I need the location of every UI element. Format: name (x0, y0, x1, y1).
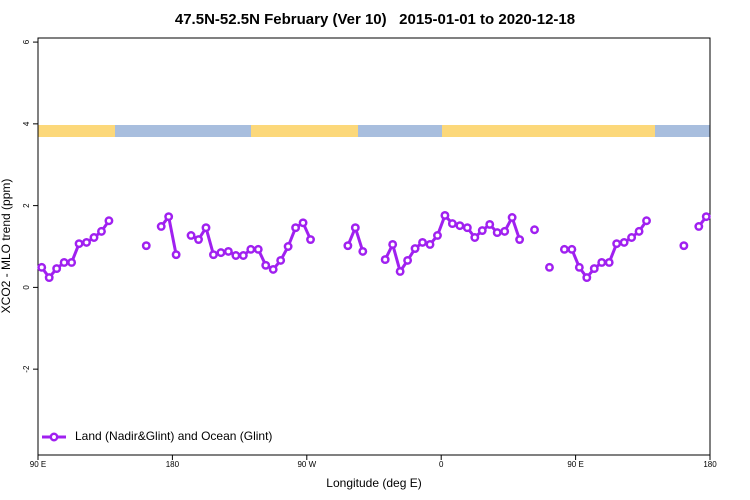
data-point (171, 250, 181, 260)
data-point (589, 264, 599, 274)
data-point (597, 257, 607, 267)
data-point (447, 219, 457, 229)
data-point (694, 222, 704, 231)
data-point (283, 242, 293, 251)
data-point (627, 233, 637, 242)
data-point (52, 264, 62, 274)
data-point (44, 273, 54, 283)
data-point (612, 239, 622, 249)
x-tick-label: 90 E (567, 460, 583, 469)
data-point (701, 212, 711, 222)
data-point (358, 246, 368, 256)
y-axis-label: XCO2 - MLO trend (ppm) (0, 179, 13, 314)
data-point (455, 221, 465, 231)
data-point (388, 240, 398, 249)
surface-band (38, 125, 710, 137)
data-point (141, 241, 151, 251)
x-axis-label: Longitude (deg E) (326, 476, 421, 490)
data-point (567, 244, 577, 254)
data-point (223, 246, 233, 256)
ocean-band (358, 125, 442, 137)
legend-marker (49, 432, 59, 442)
data-point (492, 228, 502, 238)
data-point (238, 251, 248, 260)
data-point (619, 237, 629, 247)
ocean-band (655, 125, 710, 137)
data-point (253, 244, 263, 254)
data-point (276, 255, 286, 265)
data-point (477, 226, 487, 236)
data-point (530, 225, 539, 235)
data-point (37, 262, 47, 272)
data-point (97, 226, 106, 236)
series-line (40, 212, 708, 281)
data-point (246, 244, 256, 254)
data-point (380, 255, 390, 265)
data-point (582, 273, 592, 283)
data-point (403, 255, 413, 265)
data-point (74, 239, 84, 249)
data-point (634, 226, 644, 236)
y-tick-label: 0 (22, 285, 31, 290)
data-point (343, 241, 353, 251)
data-point (268, 264, 278, 274)
data-point (306, 235, 315, 245)
data-point (201, 223, 211, 233)
land-band (38, 125, 115, 137)
data-point (462, 223, 472, 233)
data-point (82, 237, 91, 247)
data-point (515, 235, 525, 245)
data-point (164, 212, 174, 222)
data-point (470, 233, 480, 242)
data-point (350, 223, 360, 233)
data-point (209, 250, 218, 260)
data-point (440, 210, 450, 220)
data-point (89, 233, 99, 242)
data-point (545, 262, 554, 272)
x-tick-label: 180 (703, 460, 717, 469)
land-band (442, 125, 655, 137)
data-point (395, 266, 405, 276)
data-point (298, 218, 308, 228)
data-point (485, 219, 495, 229)
data-point (216, 248, 226, 258)
data-point (67, 257, 77, 267)
data-point (194, 235, 203, 245)
y-tick-label: 6 (22, 39, 31, 44)
chart-title: 47.5N-52.5N February (Ver 10) 2015-01-01… (175, 11, 575, 28)
data-point (500, 226, 510, 236)
data-point (433, 231, 442, 240)
y-tick-label: -2 (22, 365, 31, 373)
data-point (425, 240, 435, 249)
data-point (410, 244, 420, 253)
land-band (251, 125, 358, 137)
data-point (418, 237, 427, 247)
ocean-band (115, 125, 251, 137)
data-point (291, 223, 301, 233)
data-point (59, 257, 69, 267)
x-tick-label: 180 (166, 460, 180, 469)
data-point (186, 231, 196, 240)
data-point (574, 262, 584, 272)
y-tick-label: 2 (22, 203, 31, 208)
data-point (604, 257, 614, 267)
data-point (507, 213, 517, 222)
data-point (231, 251, 241, 260)
x-tick-label: 0 (439, 460, 444, 469)
plot-frame (37, 37, 711, 456)
data-point (156, 222, 166, 231)
legend-label: Land (Nadir&Glint) and Ocean (Glint) (75, 429, 272, 443)
y-tick-label: 4 (22, 121, 31, 126)
data-point (104, 216, 114, 226)
data-point (261, 260, 271, 270)
x-tick-label: 90 W (297, 460, 316, 469)
data-point (679, 241, 689, 251)
data-point (642, 216, 651, 226)
x-tick-label: 90 E (30, 460, 46, 469)
data-point (559, 244, 569, 254)
